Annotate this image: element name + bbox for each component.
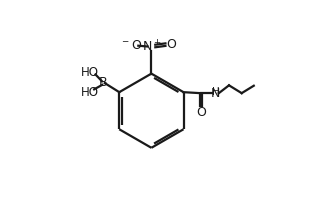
Text: HO: HO: [80, 66, 99, 79]
Text: N: N: [211, 88, 220, 100]
Text: N$^+$: N$^+$: [142, 40, 161, 55]
Text: H: H: [212, 87, 220, 97]
Text: O: O: [166, 38, 176, 51]
Text: $^-$O: $^-$O: [120, 39, 142, 52]
Text: O: O: [196, 106, 206, 119]
Text: B: B: [99, 76, 108, 89]
Text: HO: HO: [80, 86, 99, 99]
